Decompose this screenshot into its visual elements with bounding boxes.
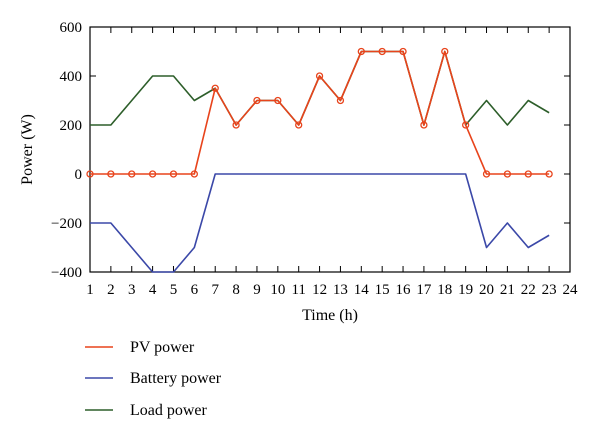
data-point	[482, 170, 491, 178]
y-tick-label: 600	[60, 20, 83, 36]
x-tick-label: 23	[542, 282, 557, 298]
x-tick-label: 20	[479, 282, 494, 298]
x-tick-label: 22	[521, 282, 536, 298]
x-tick-label: 10	[270, 282, 285, 298]
series-line-pv-power	[90, 50, 550, 175]
data-point	[336, 96, 345, 105]
y-tick-label: −400	[51, 265, 82, 281]
data-point	[253, 96, 261, 105]
data-point	[420, 121, 428, 129]
data-point	[357, 47, 365, 56]
data-point	[190, 170, 198, 178]
x-tick-label: 19	[458, 282, 473, 298]
x-tick-label: 6	[191, 282, 199, 298]
x-tick-label: 18	[437, 282, 452, 298]
y-axis-label: Power (W)	[19, 114, 36, 185]
x-tick-label: 15	[375, 282, 390, 298]
x-tick-label: 7	[211, 282, 219, 298]
x-axis-label: Time (h)	[302, 307, 358, 324]
data-point	[107, 170, 115, 178]
data-point	[503, 170, 512, 178]
x-tick-label: 12	[312, 282, 327, 298]
data-point	[524, 170, 532, 178]
y-tick-label: 400	[60, 69, 83, 85]
series-line-load-power	[90, 50, 550, 126]
y-tick-label: −200	[51, 216, 82, 232]
data-point	[462, 121, 470, 129]
data-point	[232, 121, 240, 129]
x-tick-label: 24	[563, 282, 579, 298]
data-point	[128, 170, 136, 178]
data-point	[169, 170, 178, 178]
data-point	[295, 121, 303, 129]
legend-label: PV power	[130, 339, 195, 356]
y-tick-label: 0	[75, 167, 83, 183]
data-point	[86, 170, 94, 178]
x-tick-label: 3	[128, 282, 136, 298]
x-tick-label: 13	[333, 282, 348, 298]
x-tick-label: 1	[86, 282, 94, 298]
data-point	[378, 47, 386, 56]
data-point	[148, 170, 157, 178]
y-tick-label: 200	[60, 118, 83, 134]
x-tick-label: 2	[107, 282, 115, 298]
series-line-battery-power	[90, 173, 550, 273]
x-tick-label: 5	[170, 282, 178, 298]
data-point	[315, 72, 324, 80]
x-tick-label: 4	[149, 282, 157, 298]
legend-label: Load power	[130, 402, 208, 419]
data-point	[399, 47, 407, 56]
x-tick-label: 11	[291, 282, 305, 298]
plot-area-frame	[89, 26, 571, 273]
x-tick-label: 9	[253, 282, 261, 298]
x-tick-label: 21	[500, 282, 515, 298]
x-tick-label: 17	[416, 282, 432, 298]
x-axis-ticks: 1 2 3 4 5 6 7 8 9 10 11 12 13 14 15 16 17 18 19 20 21 22 23 24	[86, 27, 578, 298]
x-tick-label: 8	[232, 282, 240, 298]
x-tick-label: 16	[396, 282, 412, 298]
data-point	[211, 84, 219, 92]
y-axis-ticks: −400 −200 0 200 400 600	[51, 20, 570, 281]
data-point	[441, 47, 449, 56]
series-layer	[86, 47, 553, 273]
x-tick-label: 14	[354, 282, 370, 298]
data-point	[545, 170, 553, 178]
legend: PV power Battery power Load power	[85, 339, 222, 419]
legend-label: Battery power	[130, 370, 222, 387]
data-point	[274, 96, 282, 105]
